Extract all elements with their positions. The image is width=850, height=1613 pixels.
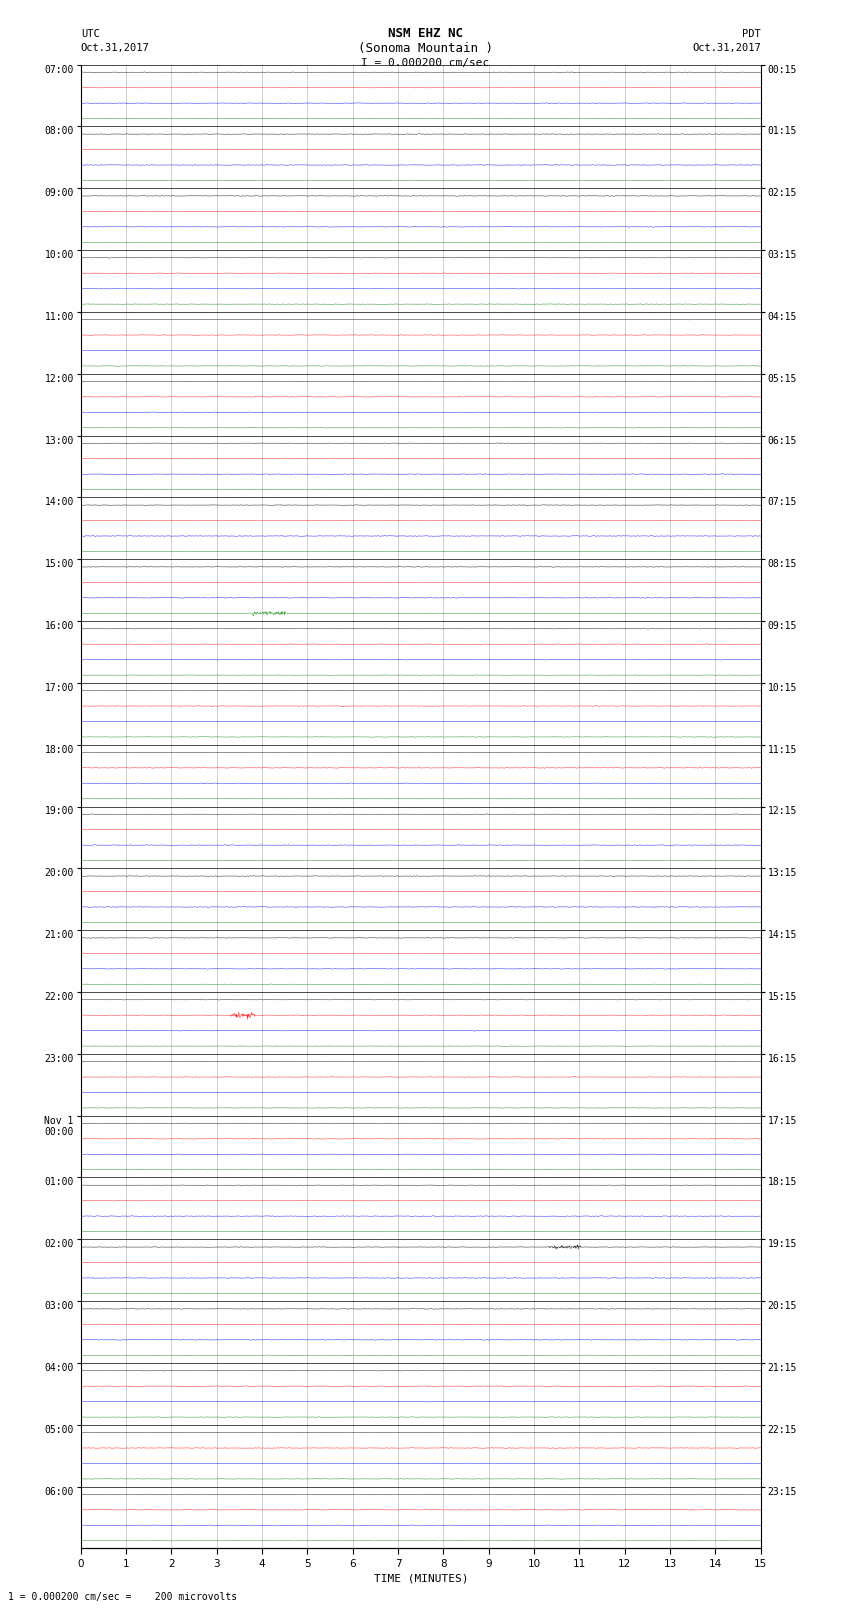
Text: NSM EHZ NC: NSM EHZ NC	[388, 27, 462, 40]
Text: UTC: UTC	[81, 29, 99, 39]
X-axis label: TIME (MINUTES): TIME (MINUTES)	[373, 1573, 468, 1582]
Text: PDT: PDT	[742, 29, 761, 39]
Text: Oct.31,2017: Oct.31,2017	[81, 44, 150, 53]
Text: (Sonoma Mountain ): (Sonoma Mountain )	[358, 42, 492, 55]
Text: 1 = 0.000200 cm/sec =    200 microvolts: 1 = 0.000200 cm/sec = 200 microvolts	[8, 1592, 238, 1602]
Text: Oct.31,2017: Oct.31,2017	[692, 44, 761, 53]
Text: I = 0.000200 cm/sec: I = 0.000200 cm/sec	[361, 58, 489, 68]
